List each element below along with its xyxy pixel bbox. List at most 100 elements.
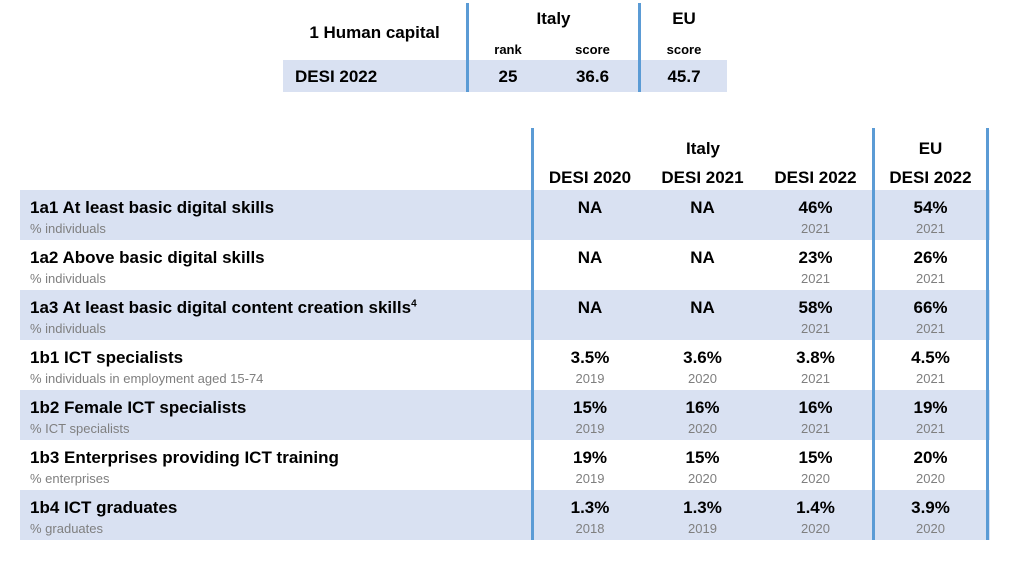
indicator-value: 1.3% [570,498,610,517]
indicator-unit: % individuals [30,221,106,236]
indicator-year: 2021 [916,271,945,286]
indicator-name-text: 1b2 Female ICT specialists [30,398,247,417]
column-header: DESI 2020 [548,168,632,187]
column-divider [466,3,469,92]
indicator-name: 1b4 ICT graduates [30,498,177,518]
indicator-value: 3.9% [911,498,950,517]
indicator-value: 19% [572,448,608,467]
indicator-name: 1a1 At least basic digital skills [30,198,274,218]
indicator-value: 15% [572,398,608,417]
indicator-year: 2021 [916,421,945,436]
indicator-value: 54% [913,198,948,217]
indicator-name-text: 1b1 ICT specialists [30,348,184,367]
indicator-value: 19% [913,398,948,417]
indicator-value: NA [690,248,715,267]
indicator-name-text: 1a3 At least basic digital content creat… [30,298,412,317]
indicator-value: 58% [798,298,833,317]
indicator-value: NA [577,298,603,317]
summary-eu-header: EU [672,9,696,28]
indicator-year: 2021 [801,421,830,436]
indicator-value: 46% [798,198,833,217]
indicator-year: 2020 [688,421,717,436]
indicator-name-text: 1a1 At least basic digital skills [30,198,275,217]
summary-title: 1 Human capital [309,23,440,42]
summary-italy-score: 36.6 [575,67,610,86]
indicator-year: 2020 [688,371,717,386]
indicator-year: 2021 [916,371,945,386]
indicator-value: 15% [798,448,833,467]
indicator-value: 4.5% [911,348,950,367]
indicator-year: 2019 [575,421,605,436]
italy-group-header: Italy [685,139,721,158]
table-row: 1a1 At least basic digital skills % indiv… [20,190,990,240]
eu-group-header: EU [918,139,943,158]
column-divider [872,128,875,540]
indicator-value: 3.5% [570,348,610,367]
indicator-name: 1b2 Female ICT specialists [30,398,246,418]
indicator-year: 2020 [688,471,717,486]
indicator-name: 1a3 At least basic digital content creat… [30,298,417,318]
column-divider [638,3,641,92]
indicator-value: 1.4% [796,498,835,517]
column-header: DESI 2022 [774,168,857,187]
indicator-year: 2021 [801,271,830,286]
table-row: 1b1 ICT specialists % individuals in empl… [20,340,990,390]
indicator-name-text: 1a2 Above basic digital skills [30,248,265,267]
summary-eu-score-header: score [666,42,702,57]
indicator-unit: % individuals [30,321,106,336]
indicator-value: 26% [913,248,948,267]
indicator-unit: % individuals in employment aged 15-74 [30,371,264,386]
footnote-marker: 4 [411,298,417,310]
table-row: 1a2 Above basic digital skills % individu… [20,240,990,290]
indicator-year: 2020 [801,521,830,536]
indicator-unit: % ICT specialists [30,421,130,436]
indicator-value: 3.6% [683,348,722,367]
column-header: DESI 2022 [889,168,972,187]
indicator-value: 16% [798,398,833,417]
summary-row-label: DESI 2022 [295,67,378,86]
indicator-value: NA [577,248,603,267]
indicator-unit: % enterprises [30,471,110,486]
summary-score-header: score [575,42,610,57]
indicator-value: 23% [798,248,833,267]
table-row: 1b3 Enterprises providing ICT training % … [20,440,990,490]
indicator-year: 2019 [575,471,605,486]
table-row: 1a3 At least basic digital content creat… [20,290,990,340]
indicator-year: 2020 [916,471,945,486]
indicator-value: NA [690,198,715,217]
indicator-value: 1.3% [683,498,722,517]
indicator-year: 2020 [801,471,830,486]
indicator-year: 2021 [916,321,945,336]
indicator-name: 1b3 Enterprises providing ICT training [30,448,339,468]
indicator-unit: % graduates [30,521,103,536]
summary-rank-header: rank [494,42,522,57]
indicator-year: 2018 [575,521,605,536]
column-divider [531,128,534,540]
indicator-year: 2021 [801,321,830,336]
summary-row-band [283,60,727,92]
indicator-value: 15% [685,448,720,467]
indicator-value: NA [577,198,603,217]
summary-italy-header: Italy [536,9,571,28]
table-row: 1b4 ICT graduates % graduates 1.3% 2018 1.3%… [20,490,990,540]
indicator-year: 2021 [801,371,830,386]
indicator-year: 2019 [575,371,605,386]
summary-eu-score: 45.7 [667,67,701,86]
column-header: DESI 2021 [661,168,744,187]
indicator-value: 3.8% [796,348,835,367]
indicator-year: 2019 [688,521,717,536]
table-row: 1b2 Female ICT specialists % ICT speciali… [20,390,990,440]
indicator-year: 2020 [916,521,945,536]
column-divider [986,128,989,540]
indicator-value: 20% [913,448,948,467]
summary-table: 1 Human capital Italy EU rank score scor… [283,3,727,92]
indicator-year: 2021 [801,221,830,236]
indicator-value: NA [690,298,715,317]
indicator-name: 1b1 ICT specialists [30,348,183,368]
indicator-name-text: 1b4 ICT graduates [30,498,178,517]
indicator-name-text: 1b3 Enterprises providing ICT training [30,448,339,467]
indicator-value: 16% [685,398,720,417]
indicator-year: 2021 [916,221,945,236]
summary-italy-rank: 25 [498,67,518,86]
indicator-name: 1a2 Above basic digital skills [30,248,265,268]
